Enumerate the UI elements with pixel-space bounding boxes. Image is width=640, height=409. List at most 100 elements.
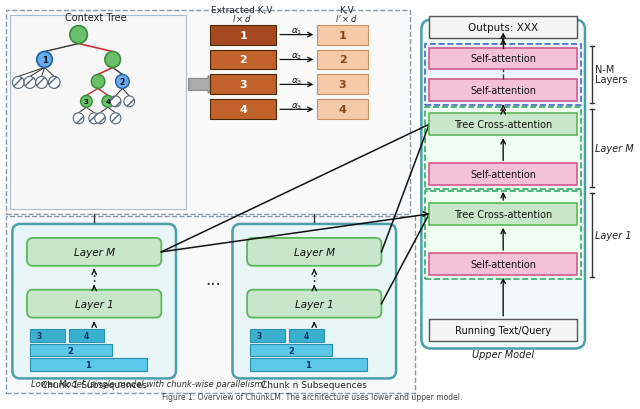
FancyBboxPatch shape [421, 20, 585, 348]
Text: $l \times d$: $l \times d$ [232, 13, 252, 24]
Bar [250, 329, 285, 342]
Text: Chunk n Subsequences: Chunk n Subsequences [261, 380, 367, 389]
Bar [30, 344, 112, 357]
Text: 3: 3 [339, 80, 346, 90]
Circle shape [102, 96, 114, 108]
Circle shape [110, 97, 121, 108]
Text: 2: 2 [239, 55, 247, 65]
Circle shape [110, 114, 121, 124]
Text: 2: 2 [68, 346, 74, 355]
Bar [210, 50, 276, 70]
FancyBboxPatch shape [232, 225, 396, 378]
Circle shape [92, 75, 105, 89]
FancyBboxPatch shape [247, 290, 381, 318]
Circle shape [36, 52, 52, 68]
Text: 1: 1 [305, 361, 311, 370]
Circle shape [116, 75, 129, 89]
Text: 2: 2 [288, 346, 294, 355]
Text: K,V: K,V [339, 6, 354, 15]
Bar [429, 48, 577, 70]
Text: Outputs: XXX: Outputs: XXX [468, 22, 538, 33]
Text: 2: 2 [339, 55, 346, 65]
Text: 1: 1 [42, 56, 47, 65]
Text: Layer M: Layer M [74, 247, 115, 257]
Bar [429, 253, 577, 275]
Text: Self-attention: Self-attention [470, 170, 536, 180]
FancyBboxPatch shape [27, 238, 161, 266]
Text: ⋮: ⋮ [307, 269, 322, 283]
Bar [210, 75, 276, 95]
Text: Layer 1: Layer 1 [295, 299, 333, 309]
Text: 4: 4 [84, 331, 89, 340]
Text: Tree Cross-attention: Tree Cross-attention [454, 209, 552, 220]
Bar [69, 329, 104, 342]
Text: Layer M: Layer M [595, 144, 634, 154]
Bar [30, 359, 147, 371]
Text: Extracted K,V: Extracted K,V [211, 6, 273, 15]
Text: 4: 4 [106, 99, 110, 105]
Bar [425, 108, 581, 190]
Text: Upper Model: Upper Model [472, 350, 534, 360]
Circle shape [12, 77, 24, 89]
Text: Self-attention: Self-attention [470, 259, 536, 269]
FancyBboxPatch shape [12, 225, 176, 378]
Bar [317, 75, 368, 95]
Text: Lower Model (single model with chunk-wise parallelism): Lower Model (single model with chunk-wis… [31, 380, 266, 389]
Text: 3: 3 [84, 99, 89, 105]
FancyBboxPatch shape [247, 238, 381, 266]
Text: 3: 3 [36, 331, 42, 340]
Text: 3: 3 [239, 80, 247, 90]
Circle shape [24, 77, 36, 89]
Text: 3: 3 [256, 331, 261, 340]
Circle shape [95, 114, 106, 124]
Bar [425, 45, 581, 106]
Text: $l' \times d$: $l' \times d$ [335, 13, 358, 24]
Circle shape [124, 97, 134, 108]
Text: Context Tree: Context Tree [65, 13, 127, 22]
Text: Figure 1: Overview of ChunkLM. The architecture uses lower and upper model.: Figure 1: Overview of ChunkLM. The archi… [162, 392, 463, 401]
Text: 1: 1 [85, 361, 92, 370]
Text: ⋮: ⋮ [86, 269, 102, 283]
Text: 1: 1 [339, 31, 346, 40]
Circle shape [49, 77, 60, 89]
Text: 2: 2 [120, 78, 125, 87]
Bar [210, 25, 276, 45]
Bar [429, 164, 577, 186]
Text: 4: 4 [239, 105, 247, 115]
Bar [210, 100, 276, 120]
Bar [429, 80, 577, 102]
Bar [317, 25, 368, 45]
Bar [429, 17, 577, 38]
Bar [289, 329, 324, 342]
Text: Chunk 1 Subsequences: Chunk 1 Subsequences [41, 380, 147, 389]
Text: $\alpha_3$: $\alpha_3$ [291, 76, 303, 86]
Text: N-M: N-M [595, 65, 614, 75]
Bar [30, 329, 65, 342]
Bar [425, 191, 581, 279]
Text: Layers: Layers [595, 75, 627, 85]
Circle shape [70, 27, 88, 45]
Circle shape [73, 114, 84, 124]
Bar [429, 319, 577, 341]
Circle shape [81, 96, 92, 108]
Text: $\alpha_3$: $\alpha_3$ [291, 101, 303, 111]
Text: Layer 1: Layer 1 [75, 299, 113, 309]
Text: Tree Cross-attention: Tree Cross-attention [454, 120, 552, 130]
Circle shape [89, 114, 100, 124]
Bar [10, 16, 186, 209]
Bar [6, 11, 410, 214]
Text: 4: 4 [339, 105, 346, 115]
Text: $\alpha_1$: $\alpha_1$ [291, 26, 303, 37]
Bar [250, 344, 332, 357]
Text: ...: ... [205, 270, 221, 288]
FancyBboxPatch shape [27, 290, 161, 318]
FancyArrow shape [189, 76, 218, 94]
Bar [317, 50, 368, 70]
Text: Self-attention: Self-attention [470, 86, 536, 96]
Text: Layer M: Layer M [294, 247, 335, 257]
Text: Self-attention: Self-attention [470, 54, 536, 64]
Circle shape [105, 52, 120, 68]
Text: $\alpha_2$: $\alpha_2$ [291, 51, 303, 62]
Bar [429, 114, 577, 136]
Text: 4: 4 [304, 331, 309, 340]
